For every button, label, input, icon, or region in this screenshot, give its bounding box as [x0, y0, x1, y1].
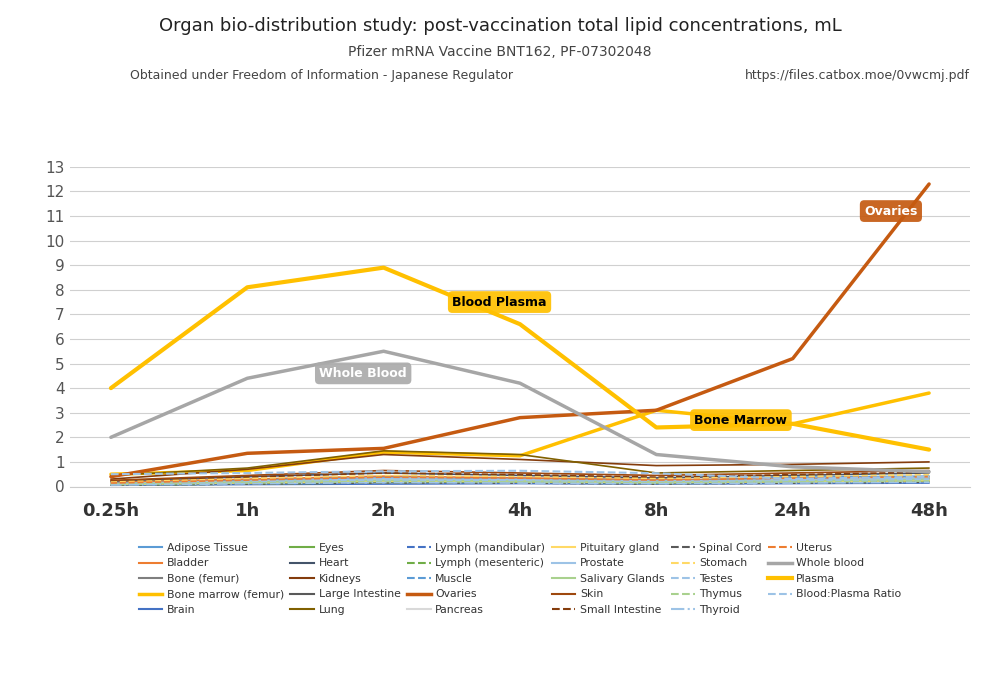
Text: Organ bio-distribution study: post-vaccination total lipid concentrations, mL: Organ bio-distribution study: post-vacci… — [159, 17, 841, 35]
Text: https://files.catbox.moe/0vwcmj.pdf: https://files.catbox.moe/0vwcmj.pdf — [745, 70, 970, 83]
Text: Bone Marrow: Bone Marrow — [694, 414, 787, 427]
Text: Blood Plasma: Blood Plasma — [452, 295, 547, 309]
Text: Ovaries: Ovaries — [864, 204, 918, 218]
Legend: Adipose Tissue, Bladder, Bone (femur), Bone marrow (femur), Brain, Eyes, Heart, : Adipose Tissue, Bladder, Bone (femur), B… — [139, 543, 902, 615]
Text: Pfizer mRNA Vaccine BNT162, PF-07302048: Pfizer mRNA Vaccine BNT162, PF-07302048 — [348, 45, 652, 59]
Text: Whole Blood: Whole Blood — [319, 367, 407, 380]
Text: Obtained under Freedom of Information - Japanese Regulator: Obtained under Freedom of Information - … — [130, 70, 513, 83]
